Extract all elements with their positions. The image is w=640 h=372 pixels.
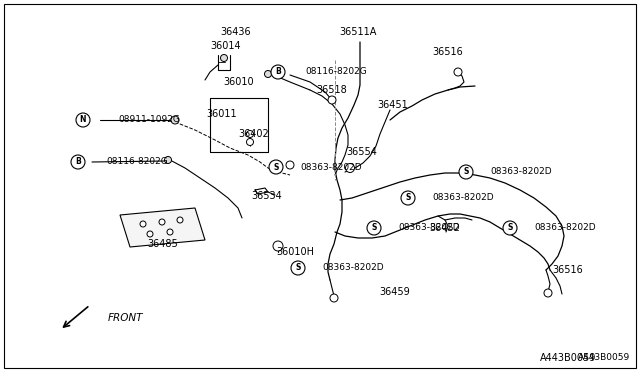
Circle shape: [140, 221, 146, 227]
Text: 36402: 36402: [239, 129, 269, 139]
Text: 36011: 36011: [207, 109, 237, 119]
Text: 36452: 36452: [429, 223, 460, 233]
Circle shape: [328, 96, 336, 104]
Text: 08363-8202D: 08363-8202D: [490, 167, 552, 176]
Circle shape: [454, 68, 462, 76]
Text: 08363-8202D: 08363-8202D: [432, 193, 493, 202]
Text: B: B: [75, 157, 81, 167]
Circle shape: [246, 131, 253, 138]
Circle shape: [221, 55, 227, 61]
Text: 36451: 36451: [378, 100, 408, 110]
Text: 08363-8202D: 08363-8202D: [322, 263, 383, 273]
Text: 36534: 36534: [252, 191, 282, 201]
Circle shape: [159, 219, 165, 225]
Text: B: B: [275, 67, 281, 77]
Text: 08363-8202D: 08363-8202D: [534, 224, 596, 232]
Circle shape: [544, 289, 552, 297]
Text: S: S: [295, 263, 301, 273]
Circle shape: [171, 116, 179, 124]
Circle shape: [346, 164, 355, 173]
Text: S: S: [463, 167, 468, 176]
Circle shape: [264, 71, 271, 77]
Text: FRONT: FRONT: [108, 313, 143, 323]
Text: 08116-8202G: 08116-8202G: [305, 67, 367, 77]
Text: S: S: [508, 224, 513, 232]
Circle shape: [506, 223, 514, 231]
Circle shape: [167, 229, 173, 235]
Text: A443B0059: A443B0059: [578, 353, 630, 362]
Text: 36516: 36516: [552, 265, 584, 275]
Circle shape: [286, 161, 294, 169]
Text: 36010: 36010: [224, 77, 254, 87]
Circle shape: [164, 157, 172, 164]
Text: 36554: 36554: [347, 147, 378, 157]
Text: 08363-8202D: 08363-8202D: [398, 224, 460, 232]
Text: 08116-8202G: 08116-8202G: [106, 157, 168, 167]
Text: N: N: [80, 115, 86, 125]
Text: 36010H: 36010H: [276, 247, 314, 257]
Circle shape: [367, 221, 381, 235]
Polygon shape: [120, 208, 205, 247]
Circle shape: [71, 155, 85, 169]
Text: 36485: 36485: [148, 239, 179, 249]
Text: A443B0059: A443B0059: [540, 353, 596, 363]
Circle shape: [273, 241, 283, 251]
Circle shape: [271, 65, 285, 79]
Text: 08911-1092G: 08911-1092G: [118, 115, 180, 125]
Circle shape: [503, 221, 517, 235]
Text: 36518: 36518: [317, 85, 348, 95]
Circle shape: [177, 217, 183, 223]
Text: 36436: 36436: [221, 27, 252, 37]
Text: S: S: [371, 224, 377, 232]
Circle shape: [246, 138, 253, 145]
Circle shape: [459, 165, 473, 179]
Circle shape: [401, 191, 415, 205]
Text: S: S: [405, 193, 411, 202]
Circle shape: [404, 193, 412, 201]
Text: 36516: 36516: [433, 47, 463, 57]
Circle shape: [330, 294, 338, 302]
Circle shape: [269, 160, 283, 174]
Circle shape: [370, 224, 378, 232]
Text: 36511A: 36511A: [339, 27, 377, 37]
Circle shape: [76, 113, 90, 127]
Text: 08363-8202D: 08363-8202D: [300, 163, 362, 171]
Circle shape: [294, 262, 302, 270]
Text: 36459: 36459: [380, 287, 410, 297]
Circle shape: [462, 168, 470, 176]
Text: 36014: 36014: [211, 41, 241, 51]
Text: S: S: [273, 163, 278, 171]
Circle shape: [147, 231, 153, 237]
Circle shape: [291, 261, 305, 275]
